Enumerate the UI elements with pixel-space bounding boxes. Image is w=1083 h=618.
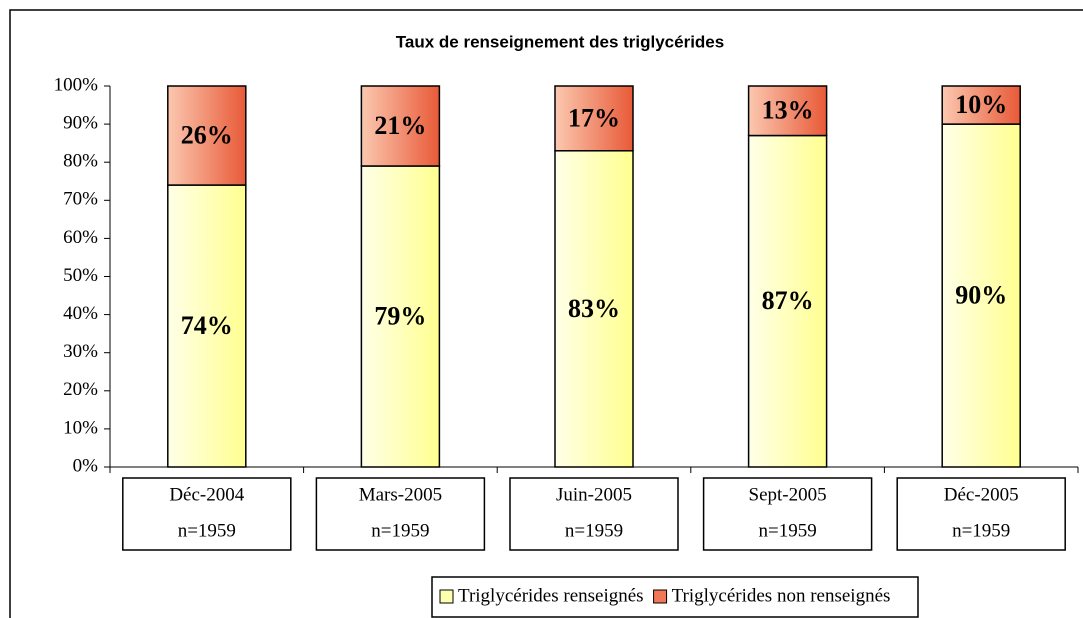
value-label: 90%: [955, 281, 1007, 310]
x-tick-count: n=1959: [952, 520, 1010, 541]
bar-segment: [747, 85, 828, 137]
x-tick-count: n=1959: [371, 520, 429, 541]
x-tick-label: Juin-2005: [556, 484, 632, 505]
category-box: [509, 477, 679, 551]
legend-box: [431, 576, 919, 618]
x-tick-count: n=1959: [758, 520, 816, 541]
bar-segment: [167, 184, 247, 468]
y-tick-label: 30%: [63, 341, 98, 362]
y-tick-label: 60%: [63, 227, 98, 248]
bar-segment: [360, 165, 441, 468]
value-label: 87%: [762, 286, 814, 315]
category-box: [896, 477, 1066, 551]
legend-label: Triglycérides non renseignés: [672, 585, 891, 606]
y-tick-label: 10%: [63, 417, 98, 438]
bar-segment: [747, 134, 828, 468]
value-label: 83%: [568, 294, 620, 323]
y-tick-label: 20%: [63, 379, 98, 400]
bar-segment: [554, 150, 634, 468]
value-label: 17%: [568, 103, 620, 132]
x-tick-label: Mars-2005: [359, 484, 442, 505]
legend-swatch: [653, 589, 668, 604]
y-tick-label: 80%: [63, 151, 98, 172]
y-tick-label: 50%: [63, 265, 98, 286]
legend-label: Triglycérides renseignés: [458, 585, 644, 606]
y-tick-label: 70%: [63, 189, 98, 210]
bar-segment: [941, 123, 1021, 468]
x-tick-count: n=1959: [565, 520, 623, 541]
legend-swatch: [439, 589, 454, 604]
y-tick-label: 40%: [63, 303, 98, 324]
y-tick-label: 0%: [73, 455, 99, 476]
value-label: 26%: [181, 120, 233, 149]
bar-segment: [167, 85, 247, 186]
bar-segment: [360, 85, 441, 167]
category-box: [702, 477, 873, 551]
value-label: 74%: [181, 311, 233, 340]
x-tick-label: Déc-2004: [169, 484, 244, 505]
value-label: 13%: [762, 96, 814, 125]
x-tick-label: Sept-2005: [749, 484, 827, 505]
value-label: 21%: [374, 111, 426, 140]
x-tick-label: Déc-2005: [944, 484, 1019, 505]
x-tick-count: n=1959: [178, 520, 236, 541]
bar-segment: [554, 85, 634, 152]
y-tick-label: 90%: [63, 112, 98, 133]
chart-title: Taux de renseignement des triglycérides: [396, 32, 724, 51]
y-tick-label: 100%: [54, 74, 99, 95]
category-box: [315, 477, 486, 551]
category-box: [122, 477, 292, 551]
frame: [9, 9, 1083, 618]
bar-segment: [941, 85, 1021, 125]
value-label: 79%: [374, 301, 426, 330]
value-label: 10%: [955, 90, 1007, 119]
